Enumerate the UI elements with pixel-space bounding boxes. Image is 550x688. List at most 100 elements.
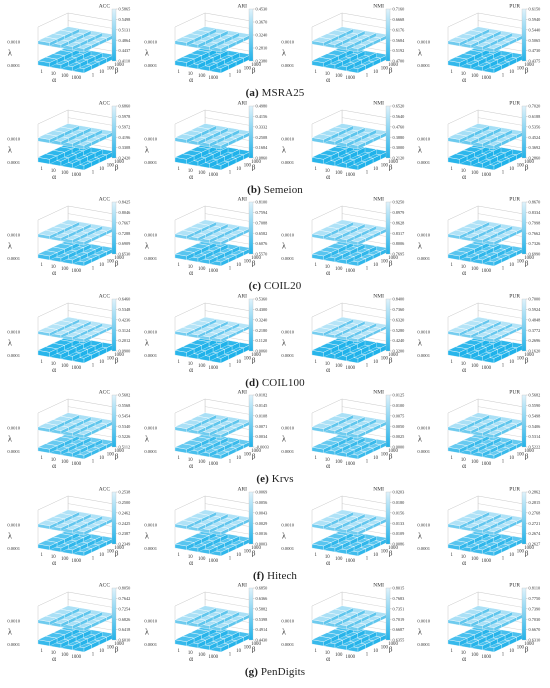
bar-cell xyxy=(334,254,355,265)
z-axis-label: λ xyxy=(8,531,12,540)
y-tick-label: 10 xyxy=(99,359,104,364)
subfigure-caption: (f) Hitech xyxy=(0,570,550,582)
bar-cell xyxy=(311,326,332,336)
y-tick-label: 10 xyxy=(236,263,241,268)
y-tick-label: 10 xyxy=(373,263,378,268)
metric-panel: 0.0010 0.0001 λ 1 10 100 1000 α 1 10 100 1000 β ARI 0.… xyxy=(141,293,273,374)
bar-top-face xyxy=(37,230,58,237)
colorbar-tick-label: 0.5570 xyxy=(256,252,268,257)
x-axis-label: α xyxy=(189,171,193,180)
colorbar xyxy=(521,8,527,62)
x-tick-label: 1000 xyxy=(208,559,218,564)
x-tick-label: 100 xyxy=(471,364,479,369)
z-axis-label: λ xyxy=(145,242,149,251)
x-tick-label: 100 xyxy=(471,460,479,465)
y-tick-label: 100 xyxy=(244,356,252,361)
colorbar-tick-label: 0.5865 xyxy=(119,7,131,12)
z-axis-label: λ xyxy=(8,145,12,154)
x-axis-label: α xyxy=(52,654,56,663)
grid-line xyxy=(341,502,389,512)
colorbar xyxy=(111,298,117,351)
colorbar xyxy=(111,394,117,448)
y-tick-label: 1000 xyxy=(388,159,398,164)
dataset-name: Krvs xyxy=(271,473,294,485)
bar-cell xyxy=(37,326,58,336)
x-tick-label: 10 xyxy=(51,458,56,463)
bar-top-face xyxy=(311,326,332,333)
y-tick-label: 1000 xyxy=(524,449,534,454)
x-tick-label: 10 xyxy=(188,555,193,560)
z-tick-label: 0.0001 xyxy=(281,160,294,165)
colorbar-tick-label: 0.0016 xyxy=(256,531,269,536)
x-tick-label: 1 xyxy=(451,649,454,654)
y-tick-label: 100 xyxy=(517,549,525,554)
colorbar-tick-label: 0.8050 xyxy=(119,586,131,591)
y-tick-label: 1 xyxy=(366,556,369,561)
metric-panel: 0.0010 0.0001 λ 1 10 100 1000 α 1 10 100 1000 β ARI 0.… xyxy=(141,486,273,567)
bar-top-face xyxy=(37,615,58,622)
metric-panel: 0.0010 0.0001 λ 1 10 100 1000 α 1 10 100 1000 β ARI 0.… xyxy=(141,389,273,470)
colorbar-tick-label: 0.3692 xyxy=(529,145,541,150)
grid-line xyxy=(341,309,389,319)
colorbar-tick-label: 0.2349 xyxy=(119,541,131,546)
metric-panel: 0.0010 0.0001 λ 1 10 100 1000 α 1 10 100 1000 β NMI 0.… xyxy=(278,293,410,374)
bar-cell xyxy=(37,346,58,357)
metric-label: NMI xyxy=(373,100,384,106)
colorbar-tick-label: 0.5684 xyxy=(393,38,406,43)
grid-line xyxy=(204,599,252,608)
y-tick-label: 1 xyxy=(229,266,232,271)
z-tick-label: 0.0001 xyxy=(144,256,157,261)
colorbar-tick-label: 0.5882 xyxy=(256,606,268,611)
bar-cell xyxy=(37,519,58,529)
z-tick-label: 0.0001 xyxy=(417,642,430,647)
y-axis-label: β xyxy=(115,258,119,267)
colorbar xyxy=(111,8,117,62)
x-tick-label: 100 xyxy=(335,557,343,562)
metric-label: ACC xyxy=(99,390,111,396)
colorbar-tick-label: 0.8110 xyxy=(529,586,541,591)
y-axis-label: β xyxy=(525,451,529,460)
z-tick-label: 0.0010 xyxy=(7,425,20,430)
grid-line xyxy=(477,116,525,126)
colorbar-tick-label: 0.7390 xyxy=(529,606,541,611)
colorbar-tick-label: 0.6530 xyxy=(119,252,131,257)
bar-top-face xyxy=(174,56,195,63)
x-tick-label: 1000 xyxy=(345,559,355,564)
colorbar xyxy=(111,201,117,255)
x-axis-label: α xyxy=(52,171,56,180)
y-axis-label: β xyxy=(252,65,256,74)
y-tick-label: 1 xyxy=(366,266,369,271)
colorbar-tick-label: 0.7020 xyxy=(529,103,541,108)
bar-top-face xyxy=(447,230,468,237)
colorbar-tick-label: 0.0109 xyxy=(393,531,405,536)
metric-panel: 0.0010 0.0001 λ 1 10 100 1000 α 1 10 100 1000 β ARI 0.… xyxy=(141,582,273,663)
colorbar xyxy=(521,298,527,351)
bar-cell xyxy=(311,346,332,357)
caption-letter: (f) xyxy=(252,569,265,582)
colorbar-tick-label: 0.3332 xyxy=(256,124,268,129)
z-tick-label: 0.0010 xyxy=(281,425,294,430)
colorbar-tick-label: 0.2696 xyxy=(529,338,542,343)
colorbar-tick-label: 0.2674 xyxy=(529,531,542,536)
y-tick-label: 10 xyxy=(236,649,241,654)
x-tick-label: 1 xyxy=(451,456,454,461)
colorbar-tick-label: 0.0182 xyxy=(256,393,268,398)
bar-top-face xyxy=(311,519,332,526)
z-tick-label: 0.0010 xyxy=(144,136,157,141)
colorbar xyxy=(248,298,254,351)
metric-panel: 0.0010 0.0001 λ 1 10 100 1000 α 1 10 100 1000 β PUR 0.… xyxy=(414,389,546,470)
colorbar-tick-label: 0.7288 xyxy=(119,231,131,236)
metric-panel: 0.0010 0.0001 λ 1 10 100 1000 α 1 10 100 1000 β ARI 0.… xyxy=(141,3,273,84)
bar-top-face xyxy=(37,133,58,140)
colorbar-tick-label: 0.6176 xyxy=(393,27,406,32)
z-tick-label: 0.0001 xyxy=(417,63,430,68)
bar-top-face xyxy=(311,36,332,43)
colorbar-tick-label: 0.5360 xyxy=(256,296,268,301)
z-tick-label: 0.0010 xyxy=(417,136,430,141)
x-axis-label: α xyxy=(462,461,466,470)
x-tick-label: 1000 xyxy=(208,173,218,178)
